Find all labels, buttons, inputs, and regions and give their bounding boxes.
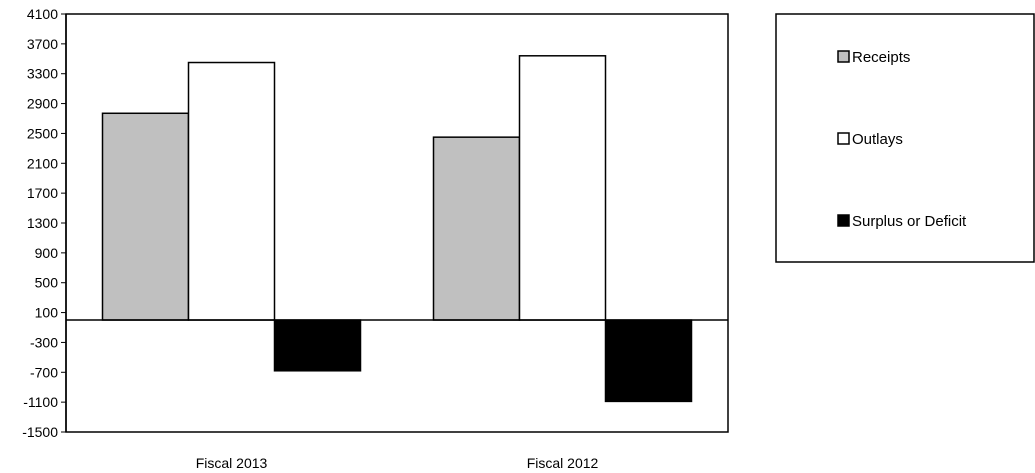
bar-outlays [518, 55, 607, 321]
y-tick-label: 4100 [27, 6, 58, 22]
y-tick-label: 3300 [27, 66, 58, 82]
y-tick-label: -700 [30, 364, 58, 380]
y-tick-label: -300 [30, 334, 58, 350]
y-tick-label: 100 [35, 305, 59, 321]
legend-label: Receipts [852, 49, 910, 66]
bar-receipts [101, 112, 190, 321]
bar-outlays [187, 61, 276, 321]
legend-label: Surplus or Deficit [852, 213, 967, 230]
x-category-label: Fiscal 2012 [527, 455, 599, 471]
y-tick-label: 1700 [27, 185, 58, 201]
legend-swatch [837, 132, 850, 145]
y-tick-label: -1100 [23, 394, 58, 410]
legend-label: Outlays [852, 131, 903, 148]
legend-swatch [837, 50, 850, 63]
bar-receipts [432, 136, 521, 321]
y-tick-label: -1500 [22, 424, 58, 440]
y-tick-label: 3700 [27, 36, 58, 52]
bar-surplus-or-deficit [273, 319, 362, 372]
bar-surplus-or-deficit [604, 319, 693, 403]
y-tick-label: 500 [35, 275, 59, 291]
category-labels: Fiscal 2013 Fiscal 2012 [196, 455, 599, 471]
y-axis-ticks: 4100 3700 3300 2900 2500 2100 1700 1300 900 500 10… [22, 6, 66, 440]
y-tick-label: 900 [35, 245, 59, 261]
legend-swatch [837, 214, 850, 227]
y-tick-label: 2500 [27, 125, 58, 141]
y-tick-label: 1300 [27, 215, 58, 231]
bars-group [101, 55, 693, 403]
x-category-label: Fiscal 2013 [196, 455, 268, 471]
y-tick-label: 2100 [27, 155, 58, 171]
legend: Receipts Outlays Surplus or Deficit [775, 13, 1035, 263]
legend-frame [775, 13, 1035, 263]
y-tick-label: 2900 [27, 96, 58, 112]
